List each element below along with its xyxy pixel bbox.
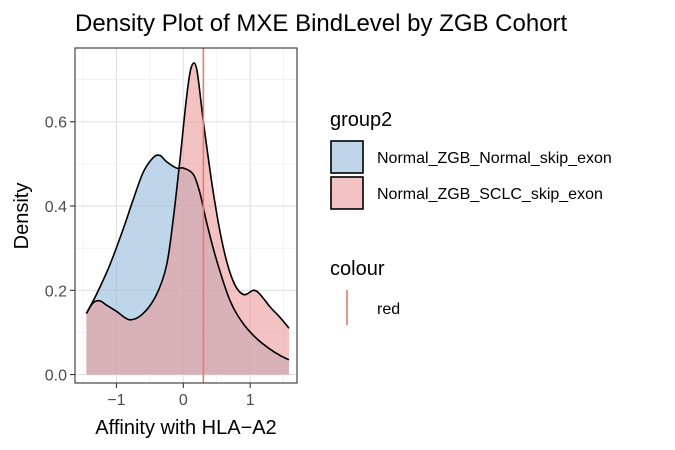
legend-fill-title: group2 — [330, 109, 392, 131]
density-area-1 — [86, 62, 289, 375]
y-tick-label-1: 0.2 — [45, 283, 67, 300]
x-tick-label-1: 0 — [179, 392, 188, 409]
density-areas — [85, 62, 290, 375]
legend-key-1 — [330, 176, 364, 210]
legend-colour-label: red — [377, 301, 400, 318]
panel-border — [74, 47, 298, 384]
chart-title: Density Plot of MXE BindLevel by ZGB Coh… — [75, 10, 568, 37]
y-axis-ticks: 0.0 0.2 0.4 0.6 — [45, 115, 75, 385]
x-axis-label: Affinity with HLA−A2 — [95, 417, 276, 439]
x-tick-label-0: −1 — [107, 392, 125, 409]
plot-panel — [74, 47, 298, 384]
x-tick-label-2: 1 — [246, 392, 255, 409]
density-curve-1 — [85, 62, 290, 329]
legend-colour-title: colour — [330, 258, 385, 280]
legend-key-0 — [330, 140, 364, 174]
density-curve-0 — [85, 154, 290, 361]
y-tick-label-3: 0.6 — [45, 115, 67, 132]
legend: group2 Normal_ZGB_Normal_skip_exonNormal… — [330, 109, 612, 325]
legend-label-0: Normal_ZGB_Normal_skip_exon — [377, 150, 612, 167]
x-axis-ticks: −1 0 1 — [107, 383, 255, 409]
legend-fill-keys: Normal_ZGB_Normal_skip_exon Normal_ZGB_SC… — [330, 140, 612, 210]
legend-label-1: Normal_ZGB_SCLC_skip_exon — [377, 186, 603, 203]
y-tick-label-2: 0.4 — [45, 199, 67, 216]
y-tick-label-0: 0.0 — [45, 368, 67, 385]
y-axis-label: Density — [11, 183, 33, 250]
